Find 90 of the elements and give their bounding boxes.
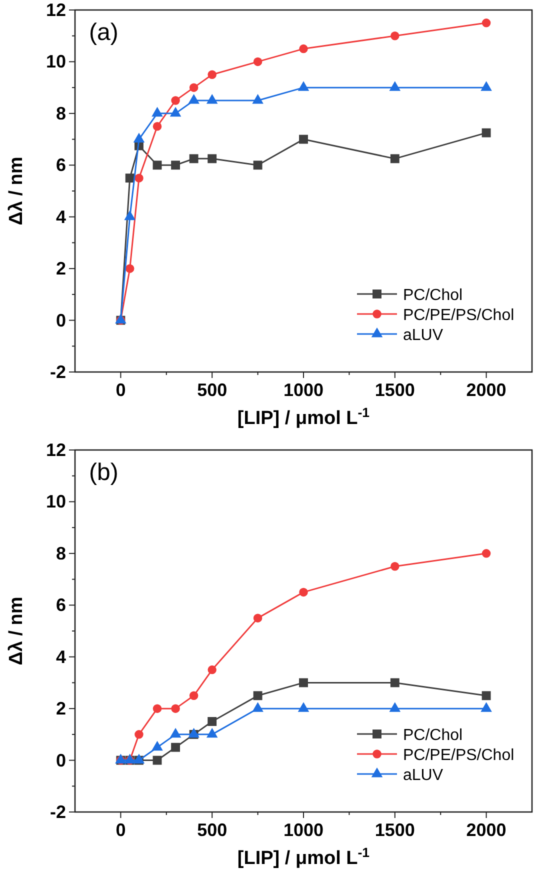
point (125, 264, 134, 273)
point (390, 154, 400, 164)
y-tick-label: 6 (56, 155, 66, 176)
y-tick-label: 6 (56, 595, 66, 616)
point (171, 96, 180, 105)
x-tick-label: 0 (116, 380, 126, 400)
x-tick-label: 1000 (283, 820, 324, 840)
y-tick-label: 8 (56, 103, 66, 124)
point (152, 160, 162, 170)
point (133, 132, 145, 143)
y-tick-label: 0 (56, 750, 66, 770)
y-tick-label: 10 (46, 492, 66, 512)
x-tick-label: 2000 (466, 380, 506, 400)
point (389, 702, 401, 712)
point (482, 18, 491, 28)
y-tick-label: 10 (46, 52, 66, 72)
y-tick-label: 12 (46, 0, 66, 20)
point (298, 702, 310, 712)
point (299, 134, 308, 144)
point (482, 128, 491, 138)
point (252, 94, 264, 104)
point (152, 106, 163, 117)
point (189, 154, 198, 164)
chart-title: (b) (89, 459, 118, 486)
x-tick-label: 2000 (466, 820, 506, 840)
point (152, 122, 162, 131)
point (252, 702, 264, 712)
point (253, 691, 262, 700)
point (171, 160, 180, 170)
x-tick-label: 500 (197, 380, 228, 400)
point (124, 210, 136, 220)
point (208, 717, 217, 726)
y-tick-label: 12 (46, 440, 66, 460)
y-tick-label: -2 (50, 802, 66, 822)
point (482, 691, 491, 700)
point (390, 678, 400, 688)
y-tick-label: 2 (56, 698, 66, 719)
x-tick-label: 1500 (374, 820, 415, 840)
point (189, 83, 198, 92)
point (208, 665, 216, 674)
legend-label: aLUV (403, 767, 444, 784)
point (208, 70, 216, 80)
point (171, 742, 180, 752)
x-tick-label: 500 (197, 820, 228, 840)
chart-title: (a) (89, 19, 118, 46)
point (188, 94, 200, 104)
x-tick-label: 1000 (283, 380, 324, 400)
x-tick-label: 1500 (374, 380, 415, 400)
y-axis-title: Δλ / nm (6, 596, 27, 666)
point (299, 678, 308, 688)
point (170, 728, 182, 738)
point (134, 730, 144, 739)
point (171, 704, 180, 713)
y-tick-label: -2 (50, 362, 66, 382)
point (206, 728, 218, 738)
y-tick-label: 4 (56, 646, 66, 667)
point (170, 106, 182, 117)
point (390, 562, 400, 571)
point (152, 756, 162, 765)
point (480, 702, 492, 712)
point (206, 94, 218, 104)
point (389, 81, 401, 91)
x-tick-label: 0 (116, 820, 126, 840)
legend-label: PC/PE/PS/Chol (403, 747, 514, 764)
y-tick-label: 8 (56, 543, 66, 564)
point (125, 174, 134, 183)
point (189, 691, 198, 700)
point (152, 704, 162, 713)
y-tick-label: 4 (56, 206, 66, 227)
y-tick-label: 0 (56, 310, 66, 330)
point (390, 31, 400, 40)
x-axis-title: [LIP] / μmol L$^{-1}$ (237, 844, 370, 869)
y-axis-title: Δλ / nm (6, 156, 27, 226)
point (253, 57, 262, 66)
x-axis-title: [LIP] / μmol L$^{-1}$ (237, 404, 370, 429)
point (482, 549, 491, 558)
point (134, 174, 144, 182)
point (253, 160, 262, 170)
legend-label: PC/Chol (403, 727, 463, 744)
point (152, 740, 163, 751)
legend-label: PC/Chol (403, 287, 463, 304)
point (298, 81, 310, 91)
point (480, 81, 492, 91)
legend-label: aLUV (403, 327, 444, 344)
point (253, 614, 262, 622)
point (208, 154, 217, 164)
legend-label: PC/PE/PS/Chol (403, 307, 514, 324)
y-tick-label: 2 (56, 258, 66, 279)
point (299, 44, 308, 54)
point (299, 588, 308, 597)
